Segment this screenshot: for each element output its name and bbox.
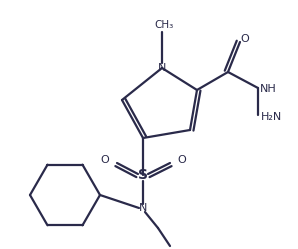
Text: H₂N: H₂N (261, 112, 283, 122)
Text: N: N (158, 63, 166, 73)
Text: O: O (240, 34, 249, 44)
Text: O: O (178, 155, 186, 165)
Text: CH₃: CH₃ (154, 20, 174, 30)
Text: O: O (101, 155, 109, 165)
Text: NH: NH (260, 84, 276, 94)
Text: N: N (139, 203, 147, 213)
Text: S: S (138, 168, 148, 182)
